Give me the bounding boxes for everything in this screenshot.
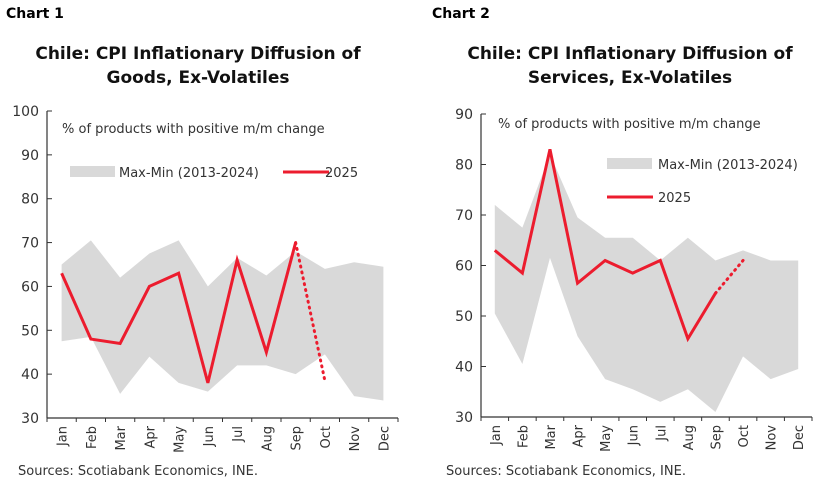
x-tick-label: Apr [143, 425, 158, 448]
x-tick-label: May [173, 426, 188, 453]
y-tick-label: 40 [21, 367, 39, 383]
y-tick-label: 80 [455, 158, 473, 174]
legend-line-label: 2025 [325, 166, 358, 181]
x-tick-label: May [599, 425, 614, 452]
max-min-band [494, 154, 799, 412]
chart-label: Chart 1 [6, 6, 64, 22]
axis-annotation: % of products with positive m/m change [498, 117, 761, 132]
chart-1-panel: Chart 1 Chile: CPI Inflationary Diffusio… [6, 6, 399, 479]
x-tick-label: Jan [56, 426, 71, 447]
y-tick-label: 30 [21, 411, 39, 427]
chart-label: Chart 2 [432, 6, 490, 22]
x-tick-label: Jan [489, 425, 504, 446]
x-tick-label: Jun [627, 425, 642, 446]
chart-2-plot: 30 40 50 60 70 80 90 Jan Feb Mar Apr May Jun Jul Aug Se… [446, 107, 813, 479]
x-tick-label: Nov [348, 426, 363, 452]
x-tick-label: Feb [85, 426, 100, 449]
y-tick-label: 50 [455, 309, 473, 325]
y-tick-label: 90 [21, 148, 39, 164]
x-tick-label: Jul [654, 425, 669, 442]
y-tick-label: 50 [21, 323, 39, 339]
legend-line-label: 2025 [658, 191, 691, 206]
x-tick-label: Feb [516, 425, 531, 448]
legend-band-swatch [70, 166, 115, 177]
line-2025 [60, 242, 298, 384]
axis-annotation: % of products with positive m/m change [62, 122, 325, 137]
y-tick-label: 30 [455, 410, 473, 426]
x-tick-label: Oct [737, 425, 752, 447]
x-tick-label: Jun [202, 426, 217, 447]
y-tick-label: 60 [21, 279, 39, 295]
x-tick-label: Sep [709, 425, 724, 450]
y-tick-label: 60 [455, 259, 473, 275]
x-tick-label: Apr [572, 424, 587, 447]
x-tick-label: Oct [319, 426, 334, 448]
y-tick-label: 100 [12, 104, 39, 120]
x-tick-label: Dec [377, 426, 392, 451]
chart-1-plot: 30 40 50 60 70 80 90 100 Jan Feb Mar Apr May Jun Jul Au… [12, 104, 399, 479]
x-tick-label: Mar [544, 424, 559, 449]
x-tick-label: Dec [792, 425, 807, 450]
chart-title: Chile: CPI Inflationary Diffusion of Goo… [35, 44, 361, 88]
projection-2025-dotted [713, 258, 745, 295]
x-tick-label: Sep [290, 426, 305, 451]
chart-2-panel: Chart 2 Chile: CPI Inflationary Diffusio… [414, 0, 828, 483]
x-tick-label: Aug [682, 425, 697, 450]
y-tick-label: 40 [455, 360, 473, 376]
line-2025 [493, 149, 717, 343]
x-tick-label: Mar [114, 425, 129, 450]
y-tick-label: 90 [455, 107, 473, 123]
projection-2025-dotted [294, 241, 327, 383]
y-tick-label: 80 [21, 192, 39, 208]
x-tick-label: Nov [765, 425, 780, 451]
x-tick-label: Jul [231, 426, 246, 443]
x-tick-label: Aug [260, 426, 275, 451]
y-tick-label: 70 [455, 208, 473, 224]
source-note: Sources: Scotiabank Economics, INE. [18, 464, 258, 479]
chart-title: Chile: CPI Inflationary Diffusion of Ser… [467, 44, 793, 88]
legend-band-label: Max-Min (2013-2024) [658, 158, 798, 173]
source-note: Sources: Scotiabank Economics, INE. [446, 464, 686, 479]
legend-band-swatch [607, 158, 652, 169]
y-tick-label: 70 [21, 236, 39, 252]
legend-band-label: Max-Min (2013-2024) [119, 166, 259, 181]
